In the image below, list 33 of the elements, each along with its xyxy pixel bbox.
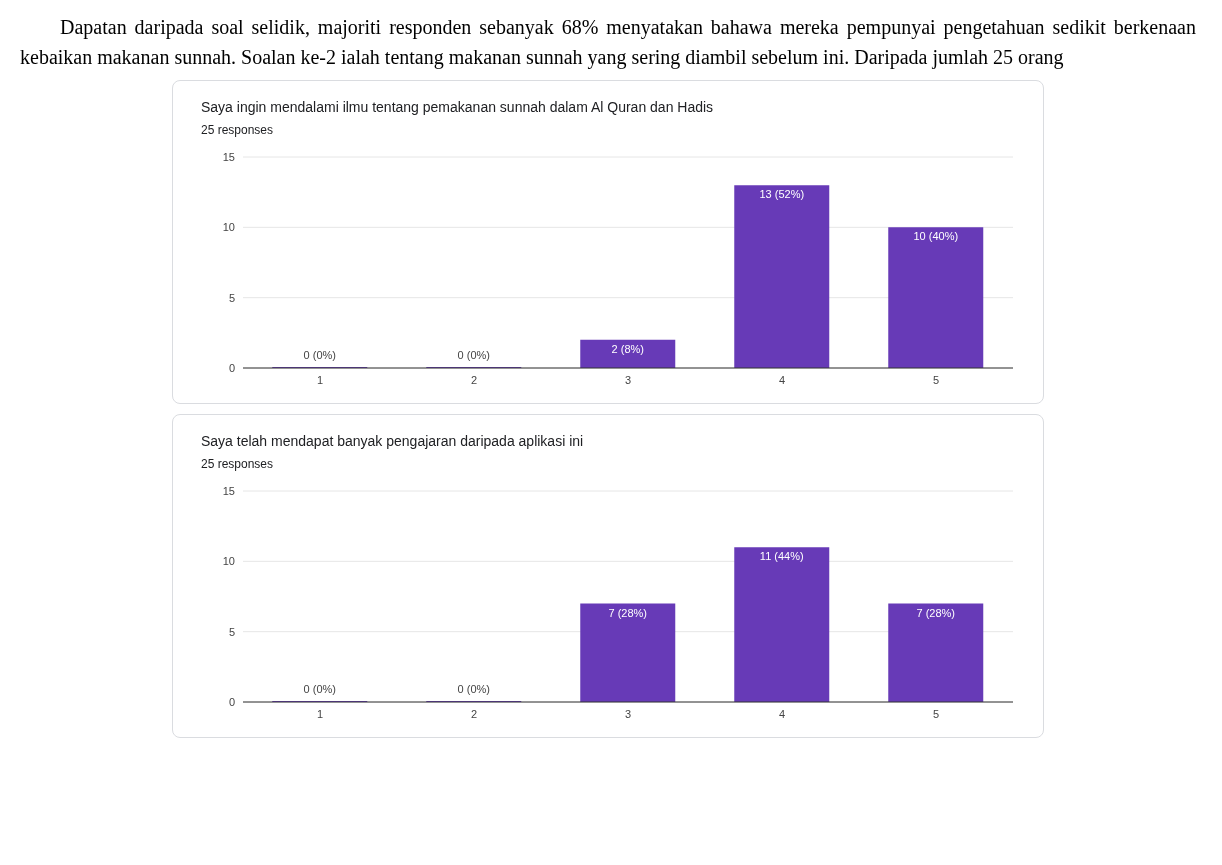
x-tick-label: 2 bbox=[470, 373, 478, 386]
y-tick-label: 10 bbox=[222, 555, 235, 568]
x-tick-label: 1 bbox=[316, 707, 324, 720]
data-label: 0 (0%) bbox=[303, 349, 336, 361]
x-tick-label: 2 bbox=[470, 707, 478, 720]
chart-subtitle: 25 responses bbox=[200, 457, 275, 471]
data-label: 0 (0%) bbox=[457, 349, 490, 361]
data-label: 7 (28%) bbox=[916, 606, 956, 619]
x-tick-label: 1 bbox=[316, 373, 324, 386]
x-tick-label: 3 bbox=[624, 373, 632, 386]
y-tick-label: 15 bbox=[222, 150, 235, 163]
chart-title: Saya ingin mendalami ilmu tentang pemakanan sunnah dalam Al Quran dan Hadis bbox=[200, 99, 715, 115]
data-label: 10 (40%) bbox=[913, 230, 959, 243]
y-tick-label: 5 bbox=[228, 625, 235, 638]
data-label: 2 (8%) bbox=[611, 342, 644, 355]
x-tick-label: 4 bbox=[778, 707, 786, 720]
y-tick-label: 5 bbox=[228, 291, 235, 304]
y-tick-label: 15 bbox=[222, 484, 235, 497]
data-label: 11 (44%) bbox=[759, 550, 804, 563]
data-label: 13 (52%) bbox=[759, 188, 805, 201]
y-tick-label: 10 bbox=[222, 221, 235, 234]
y-tick-label: 0 bbox=[228, 361, 235, 374]
data-label: 0 (0%) bbox=[303, 683, 336, 695]
data-label: 0 (0%) bbox=[457, 683, 490, 695]
text: Dapatan daripada soal selidik, majoriti responden sebanyak 68% menyatakan bahawa mereka pempunyai pengetahuan sedikit berkenaan kebaikan makanan sunnah. Soalan ke-2 ialah tentang makanan sunnah yang sering diambil sebelum ini. Daripada jumlah 25 orang bbox=[20, 15, 1196, 71]
y-tick-label: 0 bbox=[228, 695, 235, 708]
x-tick-label: 3 bbox=[624, 707, 632, 720]
x-tick-label: 5 bbox=[932, 373, 940, 386]
data-label: 7 (28%) bbox=[608, 606, 648, 619]
x-tick-label: 4 bbox=[778, 373, 786, 386]
chart-title: Saya telah mendapat banyak pengajaran daripada aplikasi ini bbox=[200, 433, 585, 449]
x-tick-label: 5 bbox=[932, 707, 940, 720]
chart-subtitle: 25 responses bbox=[200, 123, 275, 137]
